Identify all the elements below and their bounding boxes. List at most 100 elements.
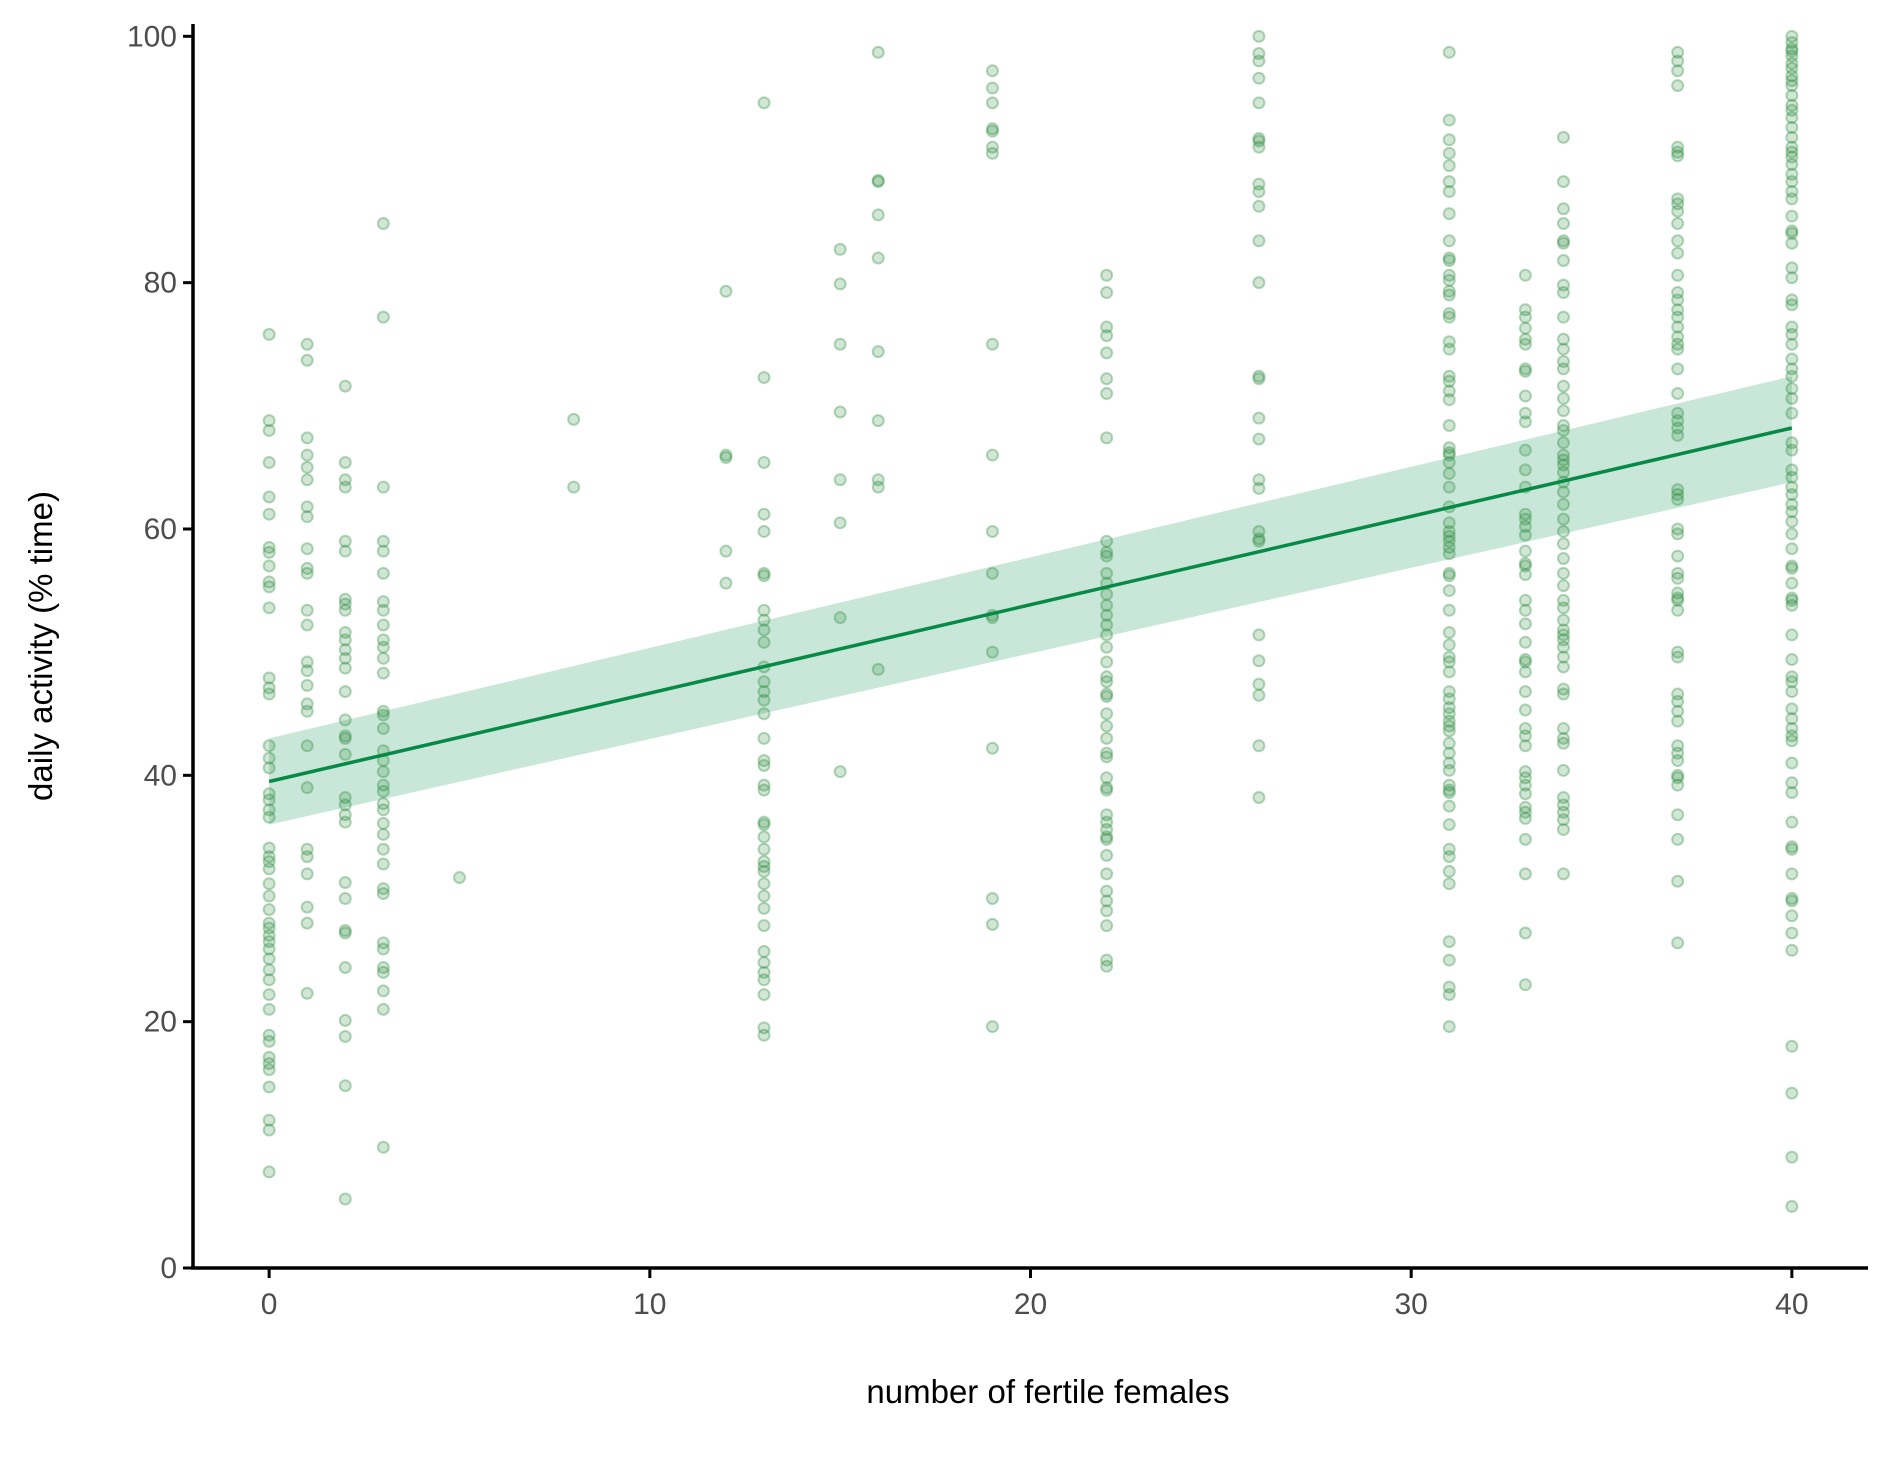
data-point [1556,391,1570,405]
data-point [338,924,352,938]
data-point [1442,842,1456,856]
data-point [1100,719,1114,733]
data-point [757,623,771,637]
data-point [262,1050,276,1064]
data-point [1671,421,1685,435]
data-point [833,611,847,625]
data-point [1556,593,1570,607]
data-point [1518,528,1532,542]
data-point [1442,603,1456,617]
data-point [1556,310,1570,324]
data-point [1442,268,1456,282]
data-point [1785,891,1799,905]
data-point [757,855,771,869]
data-point [1671,739,1685,753]
data-point [757,524,771,538]
data-point [1442,719,1456,733]
data-point [833,337,847,351]
y-tick-label: 100 [127,20,177,53]
data-point [300,704,314,718]
data-point [1556,458,1570,472]
data-point [1442,707,1456,721]
data-point [1556,286,1570,300]
data-point [262,1028,276,1042]
data-point [1785,561,1799,575]
data-point [1671,694,1685,708]
data-point [757,901,771,915]
data-point [262,671,276,685]
data-point [1556,278,1570,292]
data-point [1442,569,1456,583]
data-point [1100,534,1114,548]
data-point [262,687,276,701]
data-point [338,651,352,665]
data-point [262,751,276,765]
data-point [1100,431,1114,445]
data-point [1785,293,1799,307]
data-point [1518,771,1532,785]
data-point [1252,411,1266,425]
data-point [1785,261,1799,275]
data-point [757,507,771,521]
data-point [338,661,352,675]
data-point [1252,739,1266,753]
data-point [985,741,999,755]
data-point [1518,867,1532,881]
data-point [1671,704,1685,718]
data-point [719,284,733,298]
data-point [1785,98,1799,112]
data-point [1785,120,1799,134]
data-point [1518,703,1532,717]
data-point [376,666,390,680]
data-point [567,412,581,426]
data-point [719,576,733,590]
data-point [1671,936,1685,950]
data-point [300,655,314,669]
data-point [1518,568,1532,582]
data-point [1442,335,1456,349]
data-point [1518,811,1532,825]
data-point [262,877,276,891]
data-point [338,926,352,940]
data-point [262,681,276,695]
data-point [833,516,847,530]
data-point [833,473,847,487]
data-point [1518,556,1532,570]
data-point [1518,635,1532,649]
data-point [376,984,390,998]
fit-line [268,426,1793,784]
data-point [1785,443,1799,457]
data-point [1252,372,1266,386]
data-point [1518,268,1532,282]
data-point [1671,768,1685,782]
data-point [1100,830,1114,844]
data-point [1442,714,1456,728]
data-point [376,595,390,609]
data-point [1556,436,1570,450]
data-point [1518,321,1532,335]
data-point [1785,598,1799,612]
data-point [757,635,771,649]
data-point [1785,756,1799,770]
data-point [1785,670,1799,684]
data-point [1556,448,1570,462]
data-point [1442,185,1456,199]
data-point [1252,234,1266,248]
data-point [1442,113,1456,127]
data-point [262,1080,276,1094]
data-point [1556,217,1570,231]
data-point [1556,823,1570,837]
data-point [1671,293,1685,307]
data-point [1785,527,1799,541]
data-point [1442,850,1456,864]
data-point [338,891,352,905]
data-point [1518,443,1532,457]
data-point [1556,813,1570,827]
data-point [262,1113,276,1127]
data-point [1518,722,1532,736]
data-point [1785,702,1799,716]
data-point [1252,276,1266,290]
data-point [757,818,771,832]
data-point [376,603,390,617]
data-point [1671,140,1685,154]
